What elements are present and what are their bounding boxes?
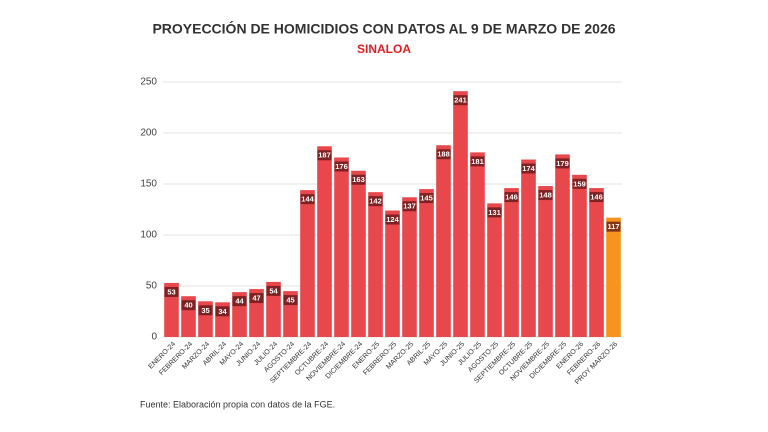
value-label: 179 bbox=[556, 159, 569, 168]
value-label-box bbox=[521, 163, 536, 174]
value-label: 159 bbox=[573, 179, 586, 188]
bar bbox=[589, 188, 604, 337]
value-label: 34 bbox=[218, 307, 227, 316]
bar bbox=[555, 154, 570, 337]
chart-title: PROYECCIÓN DE HOMICIDIOS CON DATOS AL 9 … bbox=[152, 20, 615, 37]
value-label-box bbox=[572, 178, 587, 189]
value-label-box bbox=[589, 192, 604, 203]
value-label: 131 bbox=[488, 208, 501, 217]
value-label: 188 bbox=[437, 150, 450, 159]
value-label: 44 bbox=[235, 297, 244, 306]
value-label: 187 bbox=[318, 151, 331, 160]
value-label-box bbox=[164, 286, 179, 297]
value-label: 54 bbox=[269, 286, 278, 295]
value-label: 47 bbox=[252, 294, 260, 303]
value-label: 241 bbox=[454, 96, 467, 105]
value-label: 124 bbox=[386, 215, 399, 224]
value-label: 174 bbox=[522, 164, 535, 173]
value-label: 144 bbox=[301, 195, 314, 204]
value-label-box bbox=[470, 156, 485, 167]
footnote: Fuente: Elaboración propia con datos de … bbox=[140, 399, 335, 409]
bar bbox=[487, 203, 502, 337]
bar bbox=[368, 192, 383, 337]
value-label: 53 bbox=[167, 287, 175, 296]
value-label-box bbox=[436, 149, 451, 160]
value-label: 137 bbox=[403, 202, 416, 211]
value-label-box bbox=[317, 150, 332, 161]
chart-subtitle: SINALOA bbox=[357, 42, 411, 56]
value-label-box bbox=[351, 174, 366, 185]
value-label-box bbox=[385, 214, 400, 225]
value-label: 117 bbox=[607, 222, 619, 231]
value-label: 35 bbox=[201, 306, 209, 315]
value-label-box bbox=[538, 190, 553, 201]
bar bbox=[521, 159, 536, 337]
y-tick-label: 0 bbox=[151, 332, 157, 343]
bar bbox=[504, 188, 519, 337]
value-label-box bbox=[198, 305, 213, 316]
y-tick-label: 50 bbox=[146, 281, 158, 292]
value-label-box bbox=[555, 158, 570, 169]
value-label-box bbox=[266, 285, 281, 296]
y-tick-label: 100 bbox=[140, 230, 157, 241]
value-label-box bbox=[402, 201, 417, 212]
value-label-box bbox=[606, 221, 621, 232]
value-label: 163 bbox=[352, 175, 365, 184]
value-label-box bbox=[181, 300, 196, 311]
value-label-box bbox=[504, 192, 519, 203]
value-label: 142 bbox=[369, 197, 382, 206]
y-tick-label: 150 bbox=[140, 179, 157, 190]
value-label: 148 bbox=[539, 191, 552, 200]
value-label: 146 bbox=[590, 193, 603, 202]
value-label-box bbox=[487, 207, 502, 218]
bar bbox=[606, 217, 621, 337]
y-tick-label: 250 bbox=[140, 77, 157, 88]
value-label: 40 bbox=[184, 301, 192, 310]
bar bbox=[385, 210, 400, 337]
value-label-box bbox=[249, 293, 264, 304]
bar bbox=[351, 170, 366, 337]
bar bbox=[402, 197, 417, 337]
bar bbox=[453, 91, 468, 338]
bar bbox=[470, 152, 485, 337]
bar bbox=[334, 157, 349, 337]
value-label-box bbox=[283, 295, 298, 306]
bar bbox=[419, 189, 434, 337]
value-label-box bbox=[232, 296, 247, 307]
value-label: 181 bbox=[471, 157, 484, 166]
value-label-box bbox=[419, 193, 434, 204]
value-label-box bbox=[215, 306, 230, 317]
bar bbox=[538, 186, 553, 337]
value-label: 176 bbox=[335, 162, 348, 171]
value-label: 145 bbox=[420, 194, 433, 203]
value-label-box bbox=[334, 161, 349, 172]
value-label-box bbox=[453, 95, 468, 106]
y-tick-label: 200 bbox=[140, 128, 157, 139]
bar bbox=[300, 190, 315, 337]
bar bbox=[436, 145, 451, 337]
value-label-box bbox=[368, 196, 383, 207]
bar bbox=[317, 146, 332, 337]
value-label-box bbox=[300, 194, 315, 205]
value-label: 45 bbox=[286, 296, 294, 305]
value-label: 146 bbox=[505, 193, 518, 202]
bar bbox=[572, 174, 587, 337]
